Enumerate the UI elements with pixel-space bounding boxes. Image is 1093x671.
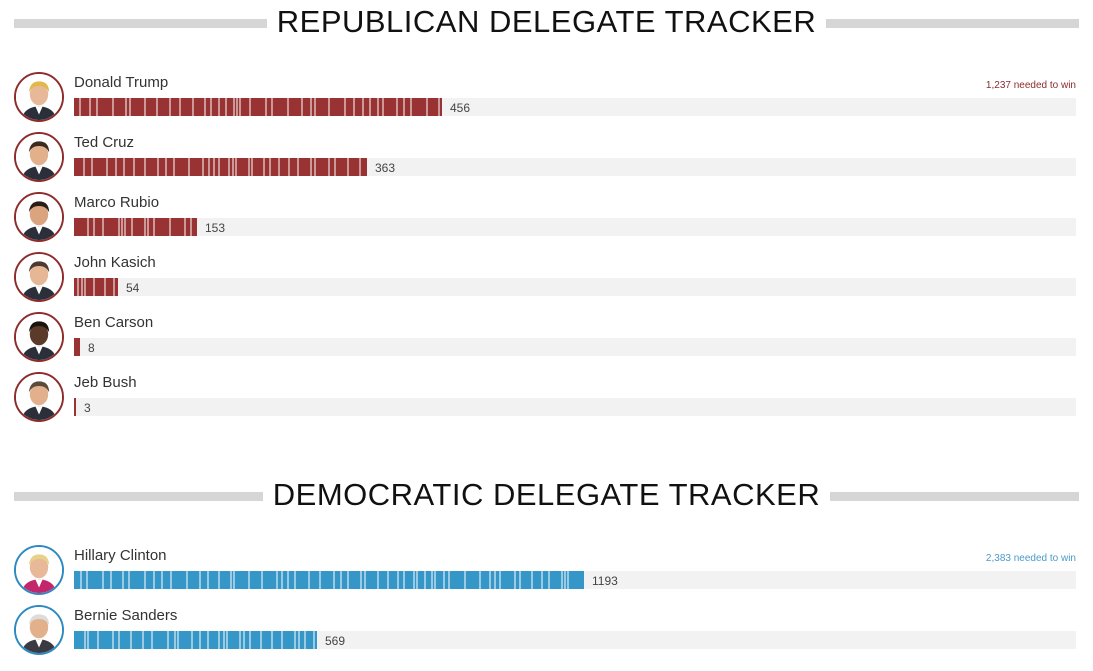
needed-to-win-label: 2,383 needed to win (985, 553, 1076, 564)
delegate-count: 8 (88, 341, 95, 355)
delegate-bar-fill (74, 158, 367, 176)
delegate-bar (74, 338, 80, 356)
clinton-portrait-icon (14, 545, 64, 595)
delegate-bar (74, 218, 197, 236)
candidate-row: Bernie Sanders 569 (14, 604, 1076, 660)
header-rule-right (768, 492, 1079, 501)
candidate-name: Marco Rubio (74, 194, 160, 211)
democratic-header: DEMOCRATIC DELEGATE TRACKER (14, 475, 1079, 515)
bush-portrait-icon (14, 372, 64, 422)
candidate-name: Bernie Sanders (74, 607, 178, 624)
delegate-bar-fill (74, 631, 317, 649)
delegate-bar-fill (74, 398, 76, 416)
kasich-portrait-icon (14, 252, 64, 302)
sanders-portrait-icon (14, 605, 64, 655)
delegate-bar-fill (74, 98, 442, 116)
delegate-track (74, 158, 1076, 176)
header-rule-right (764, 19, 1079, 28)
delegate-bar (74, 98, 442, 116)
delegate-count: 153 (205, 221, 226, 235)
delegate-bar-fill (74, 218, 197, 236)
candidate-row: Marco Rubio 153 (14, 191, 1076, 247)
trump-portrait-icon (14, 72, 64, 122)
delegate-track (74, 98, 1076, 116)
delegate-track (74, 571, 1076, 589)
delegate-bar-fill (74, 571, 584, 589)
carson-portrait-icon (14, 312, 64, 362)
cruz-portrait-icon (14, 132, 64, 182)
delegate-bar (74, 158, 367, 176)
delegate-track (74, 631, 1076, 649)
candidate-row: Jeb Bush 3 (14, 371, 1076, 427)
candidate-name: John Kasich (74, 254, 156, 271)
delegate-count: 363 (375, 161, 396, 175)
candidate-name: Hillary Clinton (74, 547, 167, 564)
delegate-bar (74, 398, 76, 416)
delegate-bar (74, 278, 118, 296)
candidate-row: John Kasich 54 (14, 251, 1076, 307)
candidate-name: Ted Cruz (74, 134, 135, 151)
delegate-bar (74, 631, 317, 649)
republican-title: REPUBLICAN DELEGATE TRACKER (266, 4, 827, 39)
candidate-name: Jeb Bush (74, 374, 137, 391)
delegate-count: 456 (450, 101, 471, 115)
delegate-track (74, 398, 1076, 416)
header-rule-left (14, 492, 325, 501)
delegate-track (74, 218, 1076, 236)
delegate-bar-fill (74, 278, 118, 296)
candidate-row: Ted Cruz 363 (14, 131, 1076, 187)
candidate-name: Ben Carson (74, 314, 154, 331)
delegate-count: 1193 (592, 574, 618, 588)
candidate-row: Hillary Clinton 2,383 needed to win 1193 (14, 544, 1076, 600)
delegate-track (74, 338, 1076, 356)
needed-to-win-label: 1,237 needed to win (985, 80, 1076, 91)
candidate-row: Ben Carson 8 (14, 311, 1076, 367)
delegate-count: 569 (325, 634, 346, 648)
delegate-track (74, 278, 1076, 296)
delegate-bar (74, 571, 584, 589)
rubio-portrait-icon (14, 192, 64, 242)
delegate-count: 54 (126, 281, 140, 295)
republican-header: REPUBLICAN DELEGATE TRACKER (14, 2, 1079, 42)
delegate-bar-fill (74, 338, 80, 356)
delegate-count: 3 (84, 401, 91, 415)
candidate-name: Donald Trump (74, 74, 169, 91)
header-rule-left (14, 19, 329, 28)
democratic-title: DEMOCRATIC DELEGATE TRACKER (262, 477, 831, 512)
candidate-row: Donald Trump 1,237 needed to win 456 (14, 71, 1076, 127)
